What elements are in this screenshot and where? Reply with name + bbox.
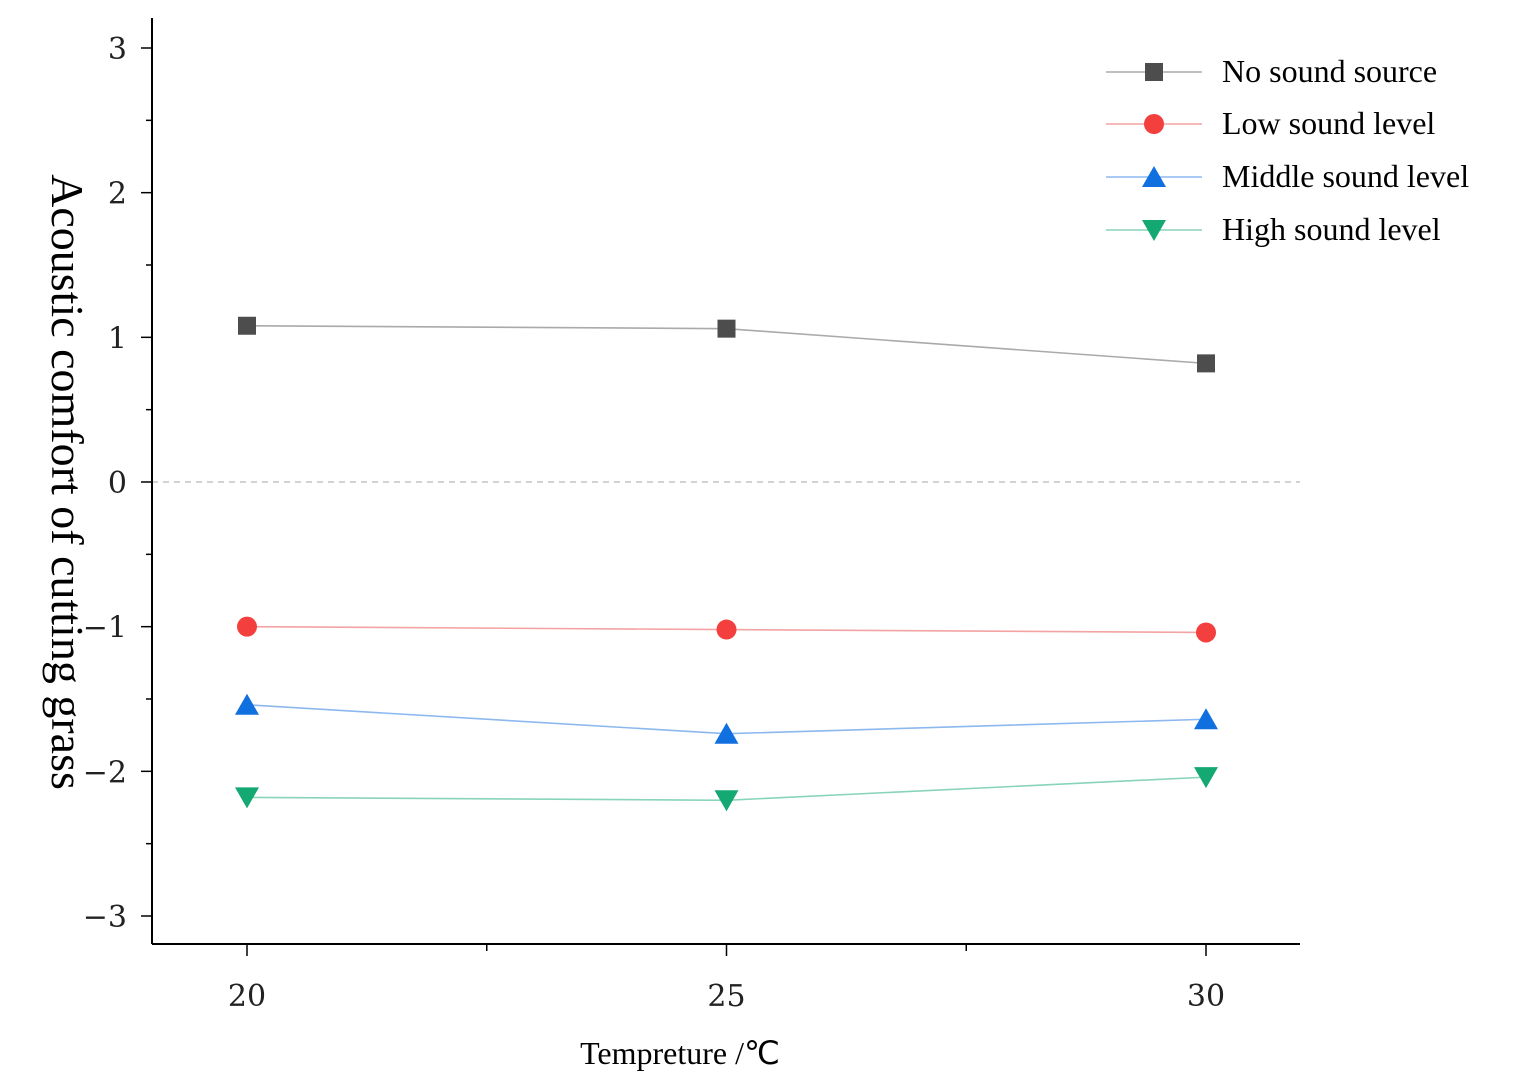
x-tick-label: 30 (1187, 979, 1225, 1014)
data-point-low-sound-level (1196, 622, 1216, 643)
x-axis-label: Tempreture /℃ (580, 1035, 780, 1071)
data-point-high-sound-level (235, 787, 259, 809)
data-point-low-sound-level (237, 616, 257, 637)
y-axis-label: Acoustic comfort of cutting grass (42, 174, 93, 790)
data-point-middle-sound-level (1194, 708, 1218, 730)
data-point-high-sound-level (714, 790, 739, 812)
legend-label-middle-sound-level: Middle sound level (1222, 158, 1469, 194)
y-tick-label: 0 (108, 466, 127, 501)
y-tick-label: 2 (108, 177, 127, 212)
y-tick-label: 3 (108, 32, 127, 67)
legend-label-high-sound-level: High sound level (1222, 211, 1441, 247)
y-tick-label: −3 (83, 900, 127, 935)
y-tick-label: −1 (83, 611, 127, 646)
data-point-middle-sound-level (714, 722, 739, 744)
data-point-no-sound-source (238, 316, 256, 335)
data-point-no-sound-source (1197, 354, 1215, 373)
legend-marker-no-sound-source (1145, 63, 1163, 81)
data-point-no-sound-source (717, 319, 736, 338)
legend-marker-high-sound-level (1142, 220, 1166, 241)
x-tick-label: 25 (707, 979, 745, 1014)
legend-label-low-sound-level: Low sound level (1222, 105, 1435, 141)
legend-marker-middle-sound-level (1142, 166, 1166, 187)
data-point-low-sound-level (716, 619, 737, 640)
data-point-high-sound-level (1194, 767, 1218, 789)
data-point-middle-sound-level (235, 693, 259, 715)
x-tick-label: 20 (228, 979, 266, 1014)
y-tick-label: −2 (83, 755, 127, 790)
legend-label-no-sound-source: No sound source (1222, 53, 1437, 89)
y-tick-label: 1 (108, 321, 127, 356)
legend-marker-low-sound-level (1144, 114, 1164, 134)
